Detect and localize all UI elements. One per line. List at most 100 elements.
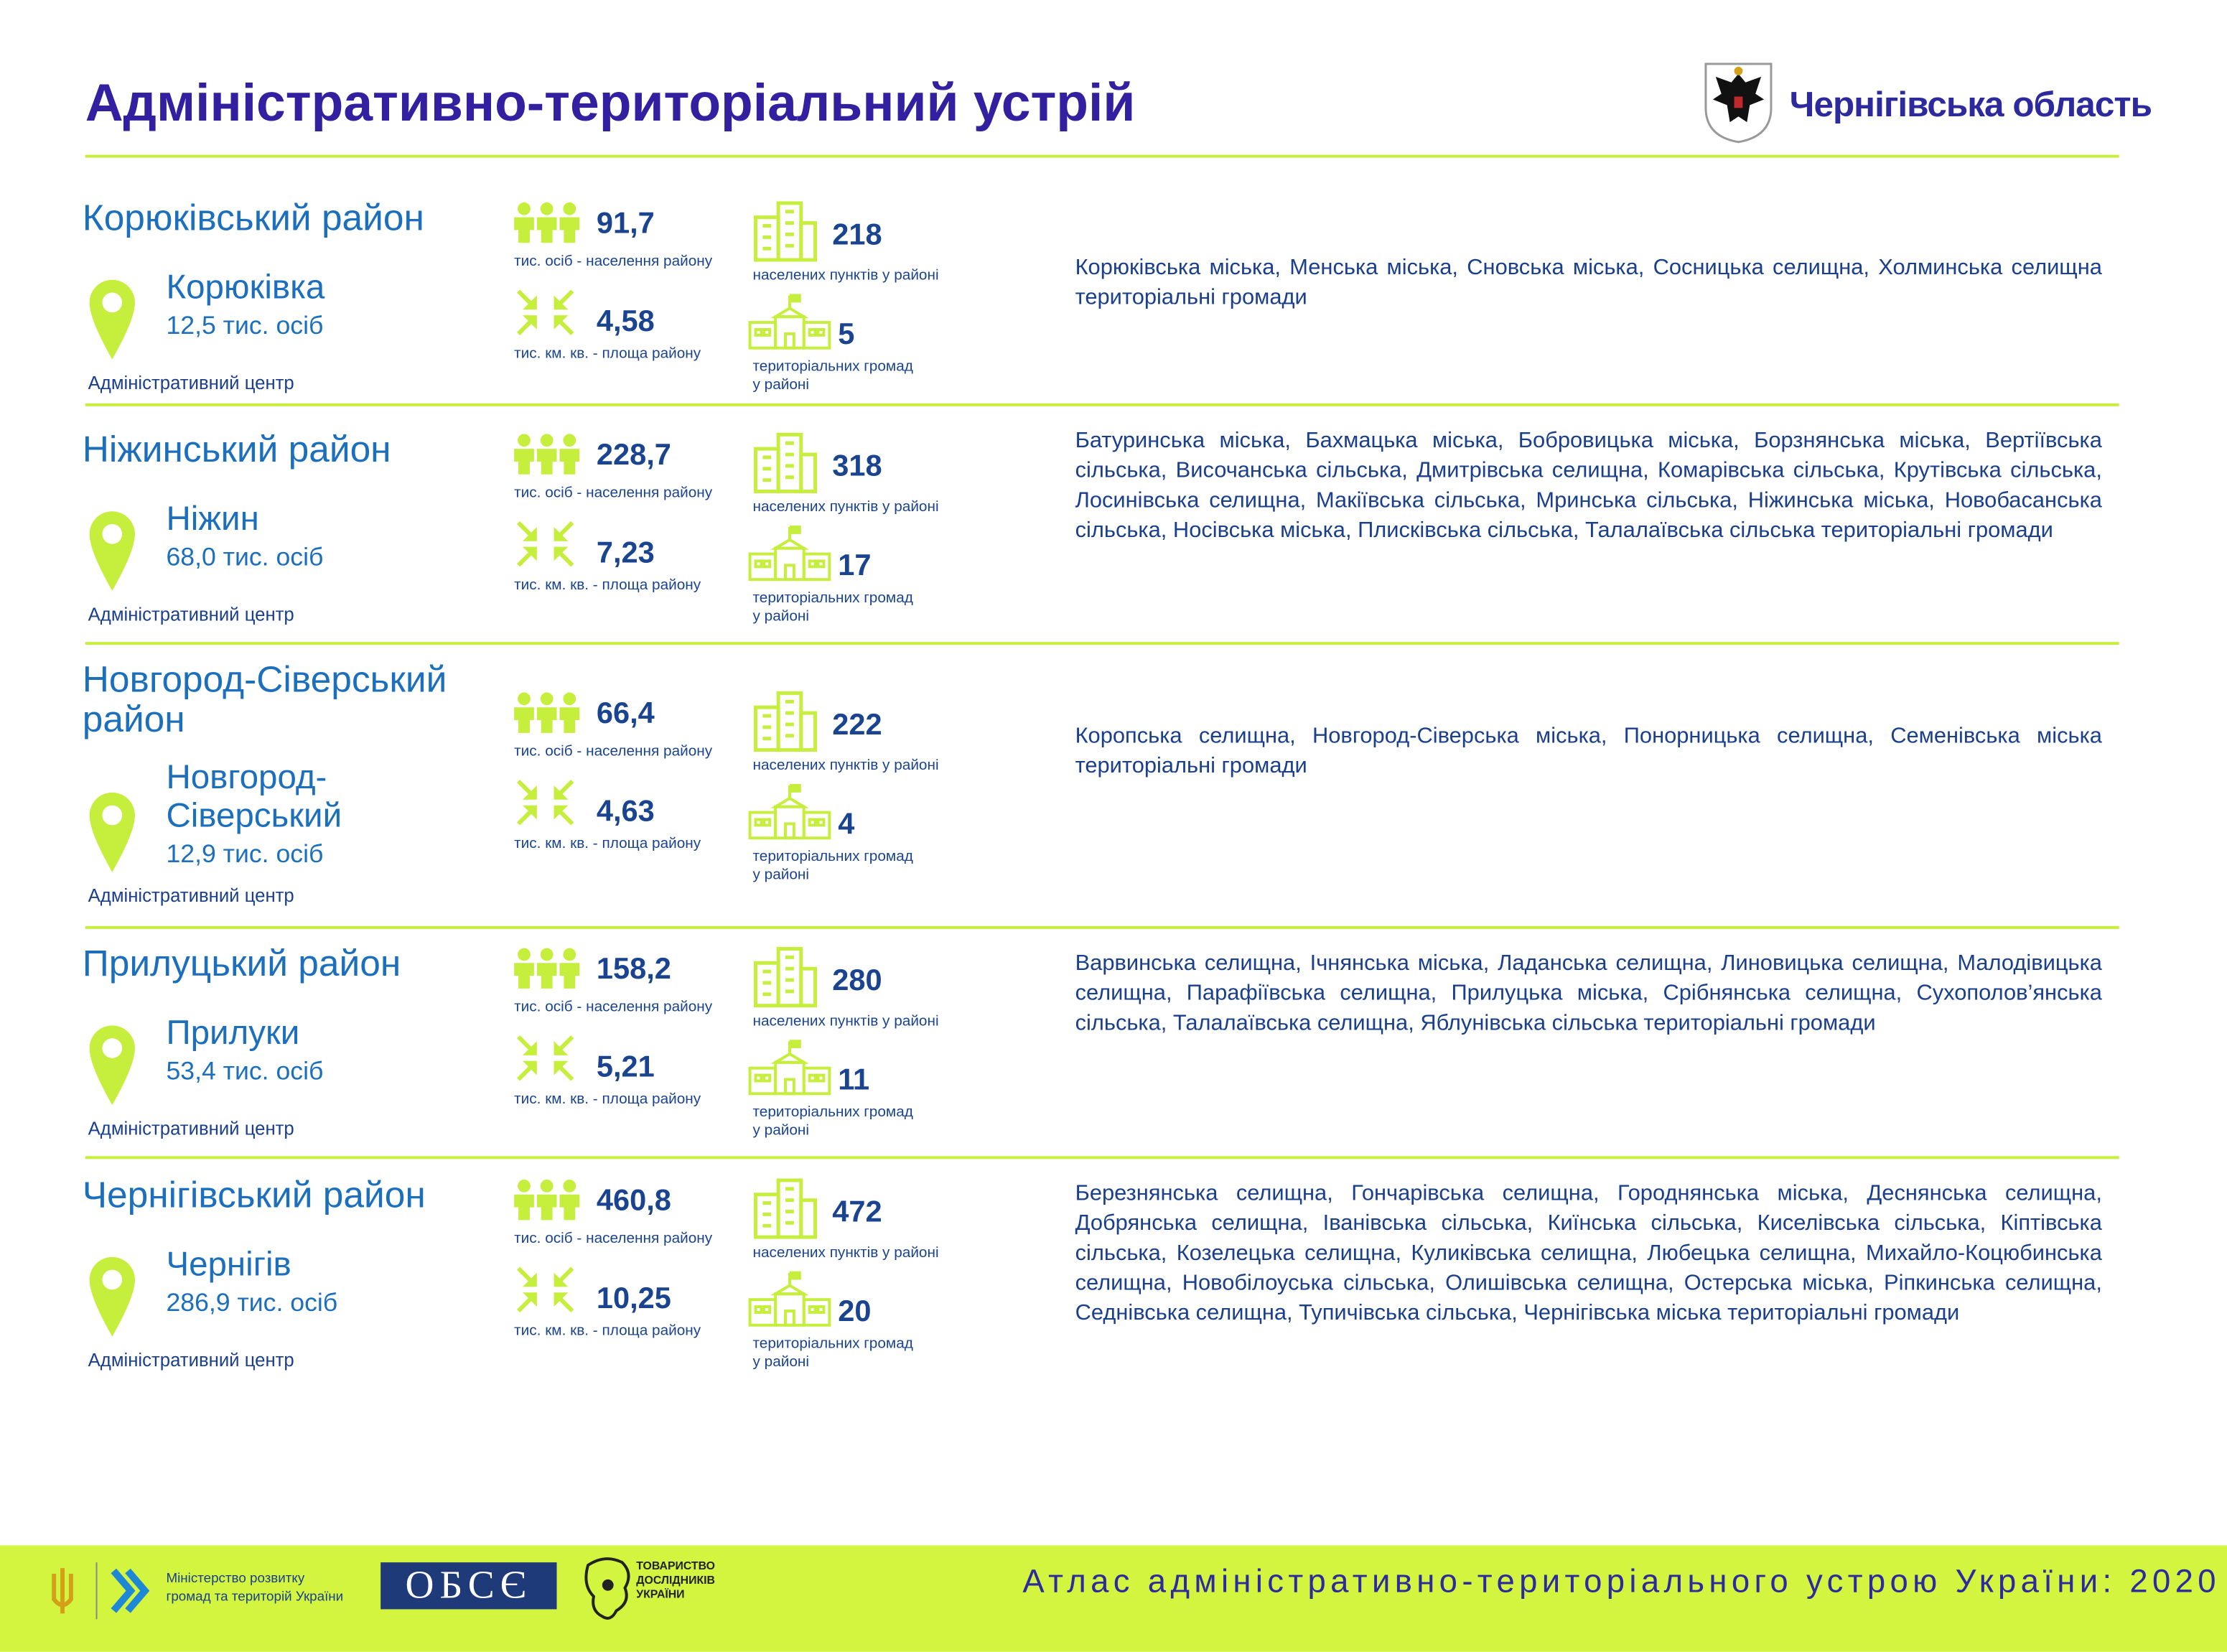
settlements-value: 280 <box>832 964 882 997</box>
location-pin-svg <box>89 792 135 872</box>
communities-label-line: у районі <box>752 607 810 625</box>
footer <box>0 1545 2227 1652</box>
district-name: Ніжинський район <box>82 427 391 470</box>
communities-label: територіальних громад у районі <box>753 589 913 626</box>
population-value: 460,8 <box>596 1184 671 1218</box>
center-name: Корюківка <box>166 268 325 307</box>
area-value: 4,63 <box>596 795 655 829</box>
center-label: Адміністративний центр <box>88 885 294 907</box>
communities-icon-svg <box>748 1040 831 1096</box>
admin-center: Ніжин 68,0 тис. осіб <box>166 500 379 575</box>
communities-icon-svg <box>748 294 831 350</box>
area-label: тис. км. кв. - площа району <box>514 1091 701 1109</box>
location-pin-svg <box>89 1025 135 1106</box>
admin-center: Новгород-Сіверський 12,9 тис. осіб <box>166 758 379 872</box>
atlas-title: Атлас адміністративно-територіального ус… <box>1022 1562 2221 1600</box>
separator <box>85 1156 2119 1159</box>
page-title: Адміністративно-територіальний устрій <box>85 73 1136 132</box>
communities-label-line: у районі <box>752 866 810 884</box>
center-label: Адміністративний центр <box>88 1349 294 1371</box>
settlements-value: 318 <box>832 450 882 483</box>
communities-icon-svg <box>748 1271 831 1327</box>
area-icon-svg <box>516 289 574 336</box>
population-value: 158,2 <box>596 953 671 986</box>
settlements-label: населених пунктів у районі <box>752 1244 939 1261</box>
communities-label-line: у районі <box>752 376 810 393</box>
communities-value: 20 <box>838 1295 872 1328</box>
population-icon-svg <box>514 202 580 243</box>
population-label: тис. осіб - населення району <box>514 1230 713 1247</box>
population-value: 66,4 <box>596 697 655 730</box>
society-line: ДОСЛІДНИКІВ <box>636 1573 715 1587</box>
settlements-label: населених пунктів у районі <box>752 498 939 516</box>
population-icon <box>513 948 581 990</box>
population-icon-svg <box>514 434 580 475</box>
district-row: Корюківський район Корюківка 12,5 тис. осі… <box>0 177 2227 462</box>
ministry-name: Міністерство розвитку громад та територі… <box>166 1569 343 1606</box>
area-label: тис. км. кв. - площа району <box>514 577 701 594</box>
communities-label-line: територіальних громад <box>752 589 913 607</box>
communities-value: 5 <box>838 318 855 351</box>
center-population: 12,5 тис. осіб <box>166 311 324 340</box>
communities-label: територіальних громад у районі <box>753 358 913 395</box>
area-value: 7,23 <box>596 536 655 570</box>
settlements-icon <box>752 431 820 494</box>
area-icon <box>514 287 576 338</box>
district-row: Новгород-Сіверський район Новгород-Сіверс… <box>0 639 2227 923</box>
settlements-icon-svg <box>753 947 818 1008</box>
area-value: 4,58 <box>596 305 655 338</box>
population-label: тис. осіб - населення району <box>514 484 713 502</box>
ministry-line: громад та територій України <box>166 1589 344 1605</box>
separator <box>85 403 2119 406</box>
location-pin <box>87 1022 138 1108</box>
separator <box>85 154 2119 158</box>
settlements-value: 218 <box>832 218 882 252</box>
population-value: 91,7 <box>596 207 655 241</box>
settlements-label: населених пунктів у районі <box>752 1012 939 1030</box>
district-row: Чернігівський район Чернігів 286,9 тис. ос… <box>0 1154 2227 1439</box>
communities-icon <box>747 1040 833 1096</box>
settlements-value: 472 <box>832 1195 882 1229</box>
center-name: Прилуки <box>166 1014 300 1053</box>
admin-center: Чернігів 286,9 тис. осіб <box>166 1246 379 1321</box>
communities-icon <box>747 784 833 841</box>
communities-value: 4 <box>838 808 855 841</box>
area-icon-svg <box>516 521 574 567</box>
communities-label-line: у районі <box>752 1353 810 1371</box>
society-line: УКРАЇНИ <box>636 1587 685 1601</box>
area-icon <box>514 777 576 828</box>
area-label: тис. км. кв. - площа району <box>514 835 701 852</box>
separator <box>85 642 2119 645</box>
admin-center: Прилуки 53,4 тис. осіб <box>166 1014 379 1090</box>
communities-icon <box>747 525 833 582</box>
population-icon-svg <box>514 1179 580 1221</box>
area-value: 10,25 <box>596 1282 671 1315</box>
communities-label-line: територіальних громад <box>752 1335 913 1353</box>
location-pin <box>87 790 138 875</box>
population-label: тис. осіб - населення району <box>514 998 713 1016</box>
center-name: Ніжин <box>166 500 259 538</box>
communities-label: територіальних громад у районі <box>753 1335 913 1372</box>
area-label: тис. км. кв. - площа району <box>514 1322 701 1340</box>
admin-center: Корюківка 12,5 тис. осіб <box>166 269 379 344</box>
center-name: Чернігів <box>166 1245 291 1284</box>
settlements-icon-svg <box>753 201 818 262</box>
communities-icon <box>747 1271 833 1328</box>
district-name: Прилуцький район <box>82 941 401 984</box>
location-pin-svg <box>89 1256 135 1337</box>
communities-value: 11 <box>838 1063 870 1097</box>
settlements-icon <box>752 690 820 752</box>
settlements-label: населених пунктів у районі <box>752 266 939 284</box>
center-population: 68,0 тис. осіб <box>166 542 324 571</box>
area-icon-svg <box>516 1035 574 1081</box>
location-pin <box>87 1254 138 1340</box>
society-logo <box>584 1557 630 1620</box>
separator <box>85 925 2119 929</box>
area-icon <box>514 1032 576 1083</box>
location-pin <box>87 508 138 594</box>
society-name: ТОВАРИСТВО ДОСЛІДНИКІВ УКРАЇНИ <box>636 1559 715 1602</box>
communities-label-line: у районі <box>752 1121 810 1139</box>
society-line: ТОВАРИСТВО <box>636 1559 715 1573</box>
